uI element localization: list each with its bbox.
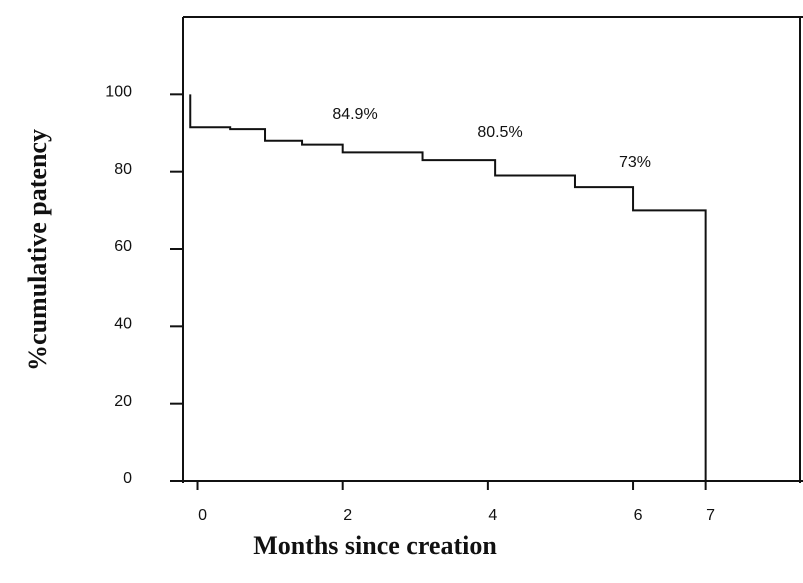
- y-axis-title: %cumulative patency: [23, 129, 52, 371]
- y-tick-label: 80: [114, 161, 132, 178]
- y-tick-label: 40: [114, 316, 132, 333]
- annotation: 84.9%: [332, 106, 377, 123]
- y-tick-label: 60: [114, 238, 132, 255]
- x-tick-label: 7: [706, 507, 715, 524]
- x-tick-label: 2: [343, 507, 352, 524]
- annotation: 80.5%: [477, 124, 522, 141]
- x-axis-title: Months since creation: [253, 531, 497, 560]
- x-tick-label: 4: [488, 507, 497, 524]
- y-tick-label: 100: [105, 84, 132, 101]
- y-tick-label: 20: [114, 393, 132, 410]
- x-tick-label: 6: [634, 507, 643, 524]
- y-tick-label: 0: [123, 470, 132, 487]
- x-tick-label: 0: [198, 507, 207, 524]
- annotation: 73%: [619, 154, 651, 171]
- survival-curve: [189, 94, 707, 481]
